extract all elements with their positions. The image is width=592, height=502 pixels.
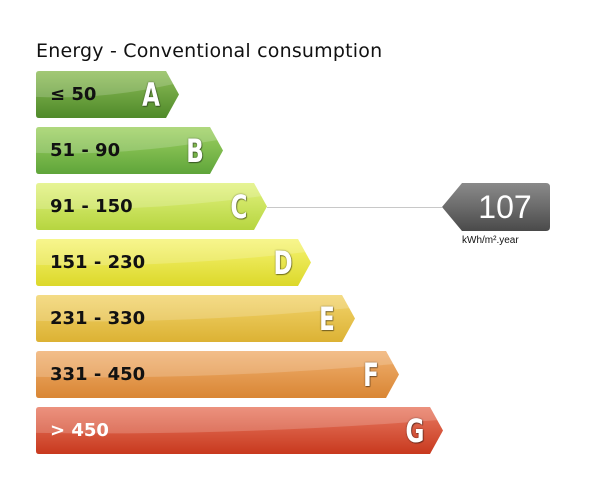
- bar-range-label: 231 - 330: [50, 308, 146, 329]
- bar-arrow-shape: [36, 351, 399, 398]
- bar-arrow-shape: [36, 295, 355, 342]
- bar-arrow-shape: [36, 127, 223, 174]
- result-value-badge: 107: [442, 183, 550, 231]
- energy-class-bar-g: > 450 G: [36, 407, 443, 454]
- energy-class-bar-b: 51 - 90 B: [36, 127, 223, 174]
- bar-arrow-shape: [36, 183, 267, 230]
- energy-class-bar-d: 151 - 230 D: [36, 239, 311, 286]
- bar-arrow-shape: [36, 239, 311, 286]
- bar-class-letter: E: [319, 300, 335, 338]
- result-badge-arrow-shape: [442, 183, 550, 231]
- energy-class-bar-a: ≤ 50 A: [36, 71, 179, 118]
- bar-class-letter: A: [142, 76, 160, 114]
- bar-arrow-shape: [36, 71, 179, 118]
- bar-range-label: 91 - 150: [50, 196, 133, 217]
- bar-range-label: > 450: [50, 420, 109, 441]
- bar-class-letter: D: [273, 244, 293, 282]
- bar-range-label: 331 - 450: [50, 364, 146, 385]
- result-value: 107: [478, 189, 532, 225]
- bar-class-letter: F: [363, 356, 379, 394]
- bar-class-letter: C: [230, 188, 248, 226]
- bar-range-label: ≤ 50: [50, 84, 97, 105]
- bar-range-label: 151 - 230: [50, 252, 146, 273]
- energy-class-bar-f: 331 - 450 F: [36, 351, 399, 398]
- bar-range-label: 51 - 90: [50, 140, 121, 161]
- chart-title: Energy - Conventional consumption: [36, 40, 383, 62]
- bar-class-letter: B: [186, 132, 204, 170]
- result-connector-line: [267, 206, 442, 208]
- result-unit: kWh/m².year: [462, 235, 519, 246]
- energy-class-bar-c: 91 - 150 C: [36, 183, 267, 230]
- energy-class-bar-e: 231 - 330 E: [36, 295, 355, 342]
- bar-class-letter: G: [405, 412, 425, 450]
- bar-arrow-shape: [36, 407, 443, 454]
